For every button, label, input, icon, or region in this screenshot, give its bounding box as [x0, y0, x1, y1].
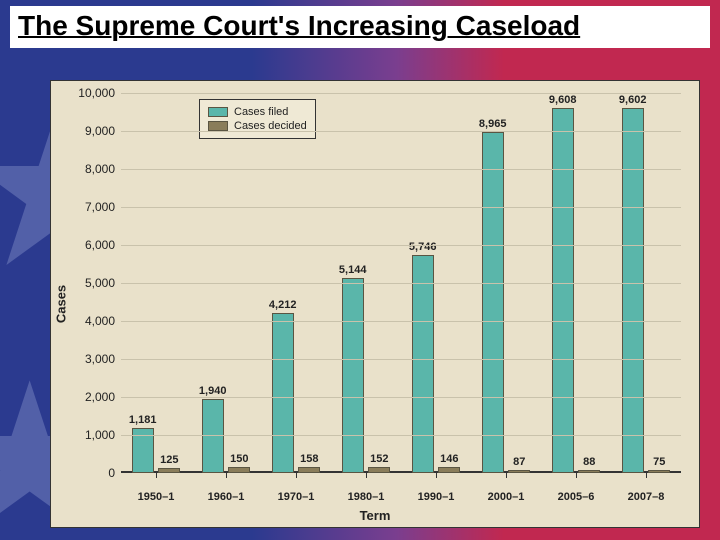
gridline: [121, 397, 681, 398]
bar-filed: [412, 255, 434, 473]
value-label-decided: 125: [160, 454, 178, 466]
x-tick: [436, 473, 437, 478]
value-label-decided: 158: [300, 453, 318, 465]
value-label-filed: 9,602: [619, 94, 647, 106]
y-axis-label: Cases: [54, 285, 69, 323]
gridline: [121, 283, 681, 284]
y-tick-label: 10,000: [78, 86, 115, 100]
y-tick-label: 0: [108, 466, 115, 480]
title-container: The Supreme Court's Increasing Caseload: [10, 6, 710, 48]
x-category-label: 1960–1: [208, 491, 245, 503]
x-tick: [226, 473, 227, 478]
y-tick-label: 9,000: [85, 124, 115, 138]
bar-decided: [648, 470, 670, 473]
bar-filed: [272, 313, 294, 473]
y-tick-label: 7,000: [85, 200, 115, 214]
bar-decided: [298, 467, 320, 473]
chart: Cases Term Cases filed Cases decided 1,1…: [51, 81, 699, 527]
gridline: [121, 169, 681, 170]
y-tick-label: 5,000: [85, 276, 115, 290]
bar-filed: [482, 132, 504, 473]
value-label-filed: 1,181: [129, 414, 157, 426]
chart-frame: Cases Term Cases filed Cases decided 1,1…: [50, 80, 700, 528]
x-category-label: 2007–8: [628, 491, 665, 503]
x-tick: [506, 473, 507, 478]
value-label-decided: 75: [653, 456, 665, 468]
gridline: [121, 435, 681, 436]
y-tick-label: 8,000: [85, 162, 115, 176]
x-axis-label: Term: [51, 508, 699, 523]
value-label-decided: 150: [230, 453, 248, 465]
bar-decided: [508, 470, 530, 473]
y-tick-label: 6,000: [85, 238, 115, 252]
value-label-decided: 88: [583, 456, 595, 468]
x-tick: [646, 473, 647, 478]
value-label-filed: 9,608: [549, 94, 577, 106]
value-label-filed: 8,965: [479, 118, 507, 130]
value-label-decided: 87: [513, 456, 525, 468]
value-label-decided: 146: [440, 453, 458, 465]
bar-decided: [578, 470, 600, 473]
bar-decided: [438, 467, 460, 473]
bar-decided: [228, 467, 250, 473]
value-label-filed: 5,144: [339, 264, 367, 276]
x-tick: [296, 473, 297, 478]
value-label-filed: 4,212: [269, 299, 297, 311]
bar-filed: [622, 108, 644, 473]
x-category-label: 1980–1: [348, 491, 385, 503]
x-category-label: 1950–1: [138, 491, 175, 503]
y-tick-label: 1,000: [85, 428, 115, 442]
bar-decided: [368, 467, 390, 473]
y-tick-label: 3,000: [85, 352, 115, 366]
x-category-label: 2005–6: [558, 491, 595, 503]
bar-decided: [158, 468, 180, 473]
bar-filed: [342, 278, 364, 473]
slide: ★ ★ ★ The Supreme Court's Increasing Cas…: [0, 0, 720, 540]
gridline: [121, 245, 681, 246]
plot-area: Cases filed Cases decided 1,1811251950–1…: [121, 93, 681, 473]
x-tick: [576, 473, 577, 478]
value-label-decided: 152: [370, 453, 388, 465]
x-category-label: 2000–1: [488, 491, 525, 503]
x-tick: [366, 473, 367, 478]
y-tick-label: 4,000: [85, 314, 115, 328]
x-tick: [156, 473, 157, 478]
page-title: The Supreme Court's Increasing Caseload: [18, 10, 702, 42]
gridline: [121, 321, 681, 322]
gridline: [121, 207, 681, 208]
gridline: [121, 93, 681, 94]
value-label-filed: 5,746: [409, 241, 437, 253]
gridline: [121, 131, 681, 132]
y-tick-label: 2,000: [85, 390, 115, 404]
x-category-label: 1970–1: [278, 491, 315, 503]
gridline: [121, 359, 681, 360]
bar-filed: [202, 399, 224, 473]
bar-filed: [552, 108, 574, 473]
x-category-label: 1990–1: [418, 491, 455, 503]
value-label-filed: 1,940: [199, 385, 227, 397]
